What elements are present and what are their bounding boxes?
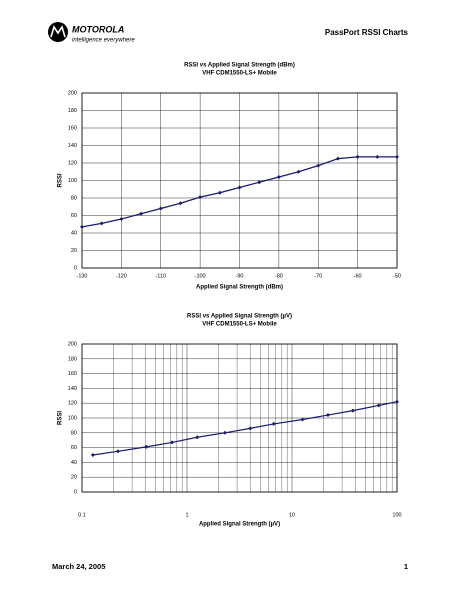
data-point	[158, 206, 163, 211]
data-line	[92, 401, 398, 456]
data-point	[119, 217, 124, 221]
y-tick-label: 140	[68, 143, 77, 149]
data-point	[300, 417, 305, 422]
data-point	[257, 180, 262, 185]
chart-title: RSSI vs Applied Signal Strength (µV)	[187, 314, 292, 320]
y-tick-label: 80	[71, 430, 77, 436]
data-point	[271, 421, 276, 426]
data-point	[222, 430, 227, 435]
x-tick-label: -70	[314, 273, 322, 279]
y-tick-label: 180	[68, 108, 77, 114]
data-point	[144, 444, 149, 449]
x-axis-title: Applied Signal Strength (µV)	[199, 522, 280, 528]
y-tick-label: 60	[71, 213, 77, 219]
data-point	[178, 201, 183, 206]
y-tick-label: 20	[71, 475, 77, 481]
y-tick-label: 140	[68, 386, 77, 392]
logo-m	[50, 25, 66, 38]
x-tick-label: 1	[185, 512, 188, 518]
data-point	[395, 399, 399, 404]
data-point	[395, 154, 399, 159]
data-point	[316, 163, 321, 168]
page-number: 1	[404, 562, 408, 571]
y-axis-title: RSSI	[58, 173, 64, 187]
data-point	[355, 154, 360, 159]
footer-date: March 24, 2005	[52, 562, 105, 571]
x-tick-label: -80	[275, 273, 283, 279]
x-tick-label: 0.1	[78, 512, 86, 518]
data-point	[335, 156, 340, 161]
y-tick-label: 120	[68, 401, 77, 407]
y-axis-title: RSSI	[58, 411, 64, 425]
x-tick-label: -60	[354, 273, 362, 279]
x-tick-label: -120	[116, 273, 127, 279]
y-tick-label: 100	[68, 415, 77, 421]
y-tick-label: 200	[68, 90, 77, 96]
y-tick-label: 20	[71, 248, 77, 254]
x-tick-label: 10	[289, 512, 295, 518]
x-tick-label: -90	[236, 273, 244, 279]
x-tick-label: -130	[76, 273, 87, 279]
y-tick-label: 160	[68, 125, 77, 131]
x-tick-label: -50	[393, 273, 401, 279]
data-point	[99, 221, 104, 226]
y-tick-label: 60	[71, 445, 77, 451]
x-tick-label: -100	[195, 273, 206, 279]
x-axis-title: Applied Signal Strength (dBm)	[196, 285, 283, 291]
data-point	[80, 224, 84, 229]
data-point	[350, 408, 355, 413]
y-tick-label: 200	[68, 341, 77, 347]
data-point	[296, 169, 301, 174]
chart-subtitle: VHF CDM1550-LS+ Mobile	[202, 71, 277, 77]
y-tick-label: 0	[74, 489, 77, 495]
data-point	[217, 190, 222, 195]
y-tick-label: 40	[71, 230, 77, 236]
data-point	[195, 435, 200, 440]
data-point	[276, 175, 281, 179]
x-tick-label: 100	[392, 512, 401, 518]
data-point	[170, 440, 175, 445]
tagline: intelligence everywhere	[72, 38, 135, 44]
y-tick-label: 160	[68, 371, 77, 377]
y-tick-label: 40	[71, 460, 77, 466]
chart-title: RSSI vs Applied Signal Strength (dBm)	[184, 63, 295, 69]
data-point	[139, 211, 144, 216]
data-point	[376, 403, 381, 408]
y-tick-label: 180	[68, 356, 77, 362]
chart-subtitle: VHF CDM1550-LS+ Mobile	[202, 322, 277, 328]
y-tick-label: 120	[68, 160, 77, 166]
data-point	[375, 154, 380, 159]
header-title: PassPort RSSI Charts	[325, 28, 409, 37]
data-point	[237, 185, 242, 190]
data-point	[90, 453, 95, 457]
logo-text: MOTOROLA	[72, 24, 124, 34]
data-point	[325, 413, 330, 418]
y-tick-label: 80	[71, 195, 77, 201]
data-point	[115, 449, 120, 454]
y-tick-label: 100	[68, 178, 77, 184]
x-tick-label: -110	[155, 273, 166, 279]
data-point	[248, 426, 253, 431]
data-point	[198, 195, 203, 200]
y-tick-label: 0	[74, 265, 77, 271]
